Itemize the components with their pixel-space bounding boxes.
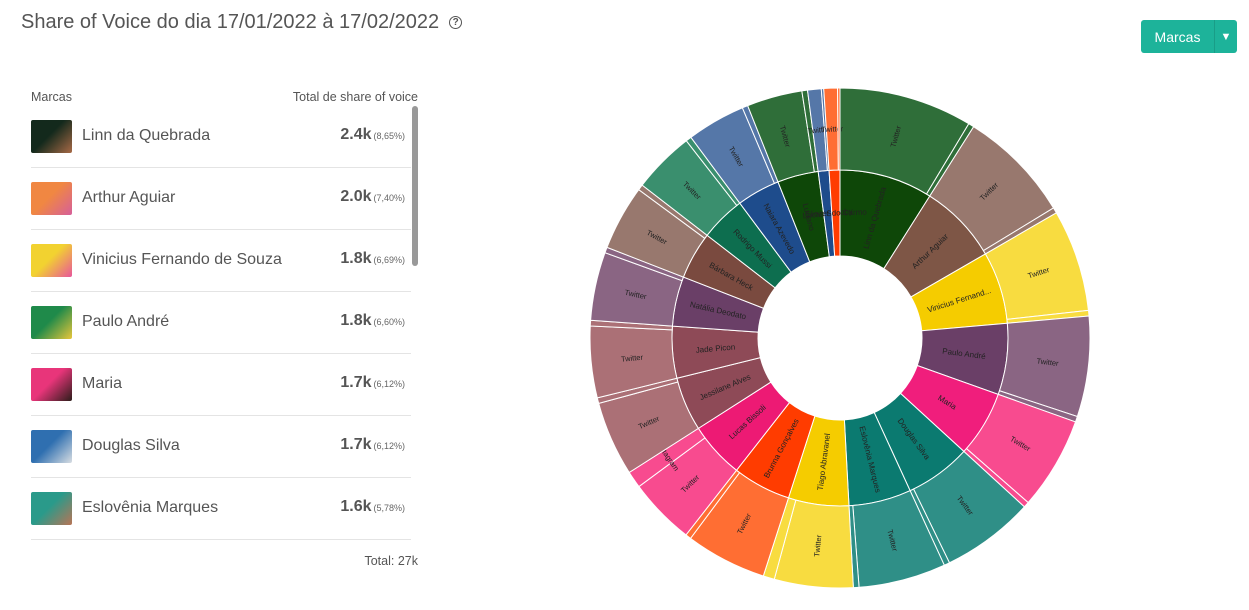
outer-ring-label: Twitter xyxy=(812,534,823,557)
brand-name: Linn da Quebrada xyxy=(82,127,211,144)
avatar xyxy=(31,492,72,525)
brand-share-value: 2.4k (8,65%) xyxy=(340,126,405,144)
share-percent: (6,69%) xyxy=(373,255,405,265)
share-percent: (6,60%) xyxy=(373,317,405,327)
page-title: Share of Voice do dia 17/01/2022 à 17/02… xyxy=(21,11,463,34)
avatar xyxy=(31,306,72,339)
avatar xyxy=(31,244,72,277)
marcas-dropdown-label: Marcas xyxy=(1154,28,1201,45)
outer-ring-segment[interactable] xyxy=(837,87,841,171)
brand-row[interactable]: Eslovênia Marques 1.6k (5,78%) xyxy=(31,478,411,540)
marcas-dropdown-button[interactable]: Marcas ▼ xyxy=(1141,20,1237,53)
title-text: Share of Voice do dia 17/01/2022 à 17/02… xyxy=(21,11,440,33)
share-percent: (6,12%) xyxy=(373,441,405,451)
share-percent: (5,78%) xyxy=(373,503,405,513)
dropdown-separator xyxy=(1214,20,1215,53)
brand-name: Maria xyxy=(82,375,123,392)
share-total: 1.7k xyxy=(340,436,372,453)
brand-share-value: 1.6k (5,78%) xyxy=(340,498,405,516)
brand-list-scrollbar[interactable] xyxy=(412,106,418,266)
share-total: 1.8k xyxy=(340,312,372,329)
avatar xyxy=(31,120,72,153)
brand-row[interactable]: Arthur Aguiar 2.0k (7,40%) xyxy=(31,168,411,230)
share-total: 1.7k xyxy=(340,374,372,391)
avatar xyxy=(31,368,72,401)
brand-row[interactable]: Maria 1.7k (6,12%) xyxy=(31,354,411,416)
brand-row[interactable]: Linn da Quebrada 2.4k (8,65%) xyxy=(31,106,411,168)
brand-share-value: 1.8k (6,69%) xyxy=(340,250,405,268)
brand-row[interactable]: Paulo André 1.8k (6,60%) xyxy=(31,292,411,354)
outer-ring-label: Twitter xyxy=(821,124,844,134)
column-header-total: Total de share of voice xyxy=(292,90,418,104)
inner-ring-label: Eliezer do Carmo xyxy=(805,208,868,219)
total-label: Total: 27k xyxy=(364,554,418,568)
brand-name: Paulo André xyxy=(82,313,170,330)
share-percent: (7,40%) xyxy=(373,193,405,203)
share-total: 1.6k xyxy=(340,498,372,515)
brand-share-value: 1.8k (6,60%) xyxy=(340,312,405,330)
avatar xyxy=(31,182,72,215)
brand-list: Linn da Quebrada 2.4k (8,65%) Arthur Aguiar… xyxy=(31,106,411,540)
brand-name: Douglas Silva xyxy=(82,437,180,454)
chevron-down-icon[interactable]: ▼ xyxy=(1220,30,1232,43)
share-total: 1.8k xyxy=(340,250,372,267)
outer-ring-label: Twitter xyxy=(807,124,830,135)
share-percent: (6,12%) xyxy=(373,379,405,389)
brand-name: Eslovênia Marques xyxy=(82,499,219,516)
brand-share-value: 1.7k (6,12%) xyxy=(340,436,405,454)
brand-row[interactable]: Douglas Silva 1.7k (6,12%) xyxy=(31,416,411,478)
brand-name: Vinicius Fernando de Souza xyxy=(82,251,282,268)
brand-row[interactable]: Vinicius Fernando de Souza 1.8k (6,69%) xyxy=(31,230,411,292)
avatar xyxy=(31,430,72,463)
share-total: 2.4k xyxy=(340,126,372,143)
brand-name: Arthur Aguiar xyxy=(82,189,176,206)
share-percent: (8,65%) xyxy=(373,131,405,141)
inner-ring-label: Jade Picon xyxy=(695,342,735,354)
column-header-brands: Marcas xyxy=(31,90,72,104)
outer-ring-label: Twitter xyxy=(621,353,644,364)
brand-share-value: 2.0k (7,40%) xyxy=(340,188,405,206)
question-circle-icon[interactable]: ? xyxy=(449,16,463,29)
share-total: 2.0k xyxy=(340,188,372,205)
outer-ring-label: Twitter xyxy=(1036,356,1059,368)
brand-share-value: 1.7k (6,12%) xyxy=(340,374,405,392)
